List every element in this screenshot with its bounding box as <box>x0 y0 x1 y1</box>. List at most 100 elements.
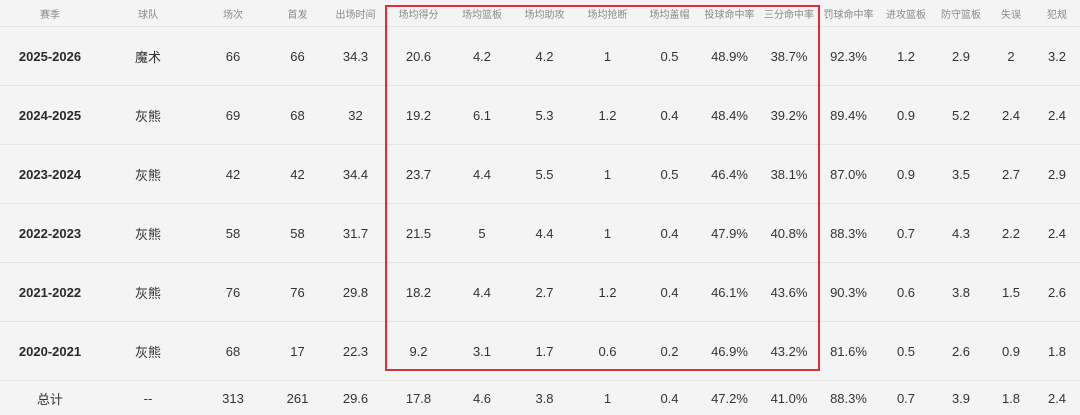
total-cell: 1.8 <box>988 381 1034 415</box>
table-cell: 灰熊 <box>100 204 196 263</box>
table-cell: 43.6% <box>759 263 819 322</box>
table-cell: 48.4% <box>700 86 759 145</box>
column-header[interactable]: 赛季 <box>0 0 100 27</box>
table-cell: 2.2 <box>988 204 1034 263</box>
column-header[interactable]: 场均助攻 <box>513 0 576 27</box>
column-header[interactable]: 首发 <box>270 0 325 27</box>
table-cell: 1 <box>576 145 639 204</box>
table-cell: 2.4 <box>1034 204 1080 263</box>
table-cell: 2024-2025 <box>0 86 100 145</box>
column-header[interactable]: 投球命中率 <box>700 0 759 27</box>
table-cell: 58 <box>270 204 325 263</box>
table-cell: 1.5 <box>988 263 1034 322</box>
total-cell: 2.4 <box>1034 381 1080 415</box>
table-cell: 0.9 <box>878 86 934 145</box>
table-cell: 87.0% <box>819 145 878 204</box>
table-cell: 21.5 <box>386 204 451 263</box>
table-cell: 0.5 <box>639 145 700 204</box>
table-cell: 0.2 <box>639 322 700 381</box>
table-cell: 88.3% <box>819 204 878 263</box>
table-cell: 46.9% <box>700 322 759 381</box>
table-cell: 2.7 <box>513 263 576 322</box>
table-cell: 4.2 <box>513 27 576 86</box>
table-cell: 3.8 <box>934 263 988 322</box>
table-cell: 灰熊 <box>100 86 196 145</box>
table-cell: 2 <box>988 27 1034 86</box>
table-cell: 17 <box>270 322 325 381</box>
table-cell: 2020-2021 <box>0 322 100 381</box>
total-cell: 313 <box>196 381 270 415</box>
column-header[interactable]: 出场时间 <box>325 0 386 27</box>
table-cell: 0.7 <box>878 204 934 263</box>
column-header[interactable]: 罚球命中率 <box>819 0 878 27</box>
table-cell: 46.1% <box>700 263 759 322</box>
table-cell: 89.4% <box>819 86 878 145</box>
column-header[interactable]: 三分命中率 <box>759 0 819 27</box>
table-cell: 9.2 <box>386 322 451 381</box>
column-header[interactable]: 防守篮板 <box>934 0 988 27</box>
total-cell: 3.8 <box>513 381 576 415</box>
table-cell: 2.4 <box>1034 86 1080 145</box>
table-cell: 42 <box>270 145 325 204</box>
table-cell: 20.6 <box>386 27 451 86</box>
table-cell: 2022-2023 <box>0 204 100 263</box>
table-cell: 2.6 <box>1034 263 1080 322</box>
table-cell: 58 <box>196 204 270 263</box>
table-cell: 1 <box>576 204 639 263</box>
table-cell: 0.4 <box>639 204 700 263</box>
table-cell: 5.2 <box>934 86 988 145</box>
table-cell: 66 <box>196 27 270 86</box>
table-cell: 48.9% <box>700 27 759 86</box>
table-cell: 2.6 <box>934 322 988 381</box>
column-header[interactable]: 场均盖帽 <box>639 0 700 27</box>
table-cell: 47.9% <box>700 204 759 263</box>
table-cell: 76 <box>270 263 325 322</box>
column-header[interactable]: 场均得分 <box>386 0 451 27</box>
column-header[interactable]: 场均抢断 <box>576 0 639 27</box>
table-cell: 3.5 <box>934 145 988 204</box>
total-cell: 261 <box>270 381 325 415</box>
table-cell: 1.2 <box>576 86 639 145</box>
table-cell: 19.2 <box>386 86 451 145</box>
total-cell: 0.7 <box>878 381 934 415</box>
column-header[interactable]: 进攻篮板 <box>878 0 934 27</box>
table-cell: 0.5 <box>878 322 934 381</box>
table-cell: 92.3% <box>819 27 878 86</box>
table-cell: 0.5 <box>639 27 700 86</box>
table-cell: 43.2% <box>759 322 819 381</box>
table-cell: 81.6% <box>819 322 878 381</box>
table-header-row: 赛季球队场次首发出场时间场均得分场均篮板场均助攻场均抢断场均盖帽投球命中率三分命… <box>0 0 1080 27</box>
table-cell: 1.8 <box>1034 322 1080 381</box>
column-header[interactable]: 球队 <box>100 0 196 27</box>
table-cell: 68 <box>196 322 270 381</box>
table-cell: 5 <box>451 204 513 263</box>
table-cell: 0.4 <box>639 86 700 145</box>
table-cell: 2023-2024 <box>0 145 100 204</box>
column-header[interactable]: 场均篮板 <box>451 0 513 27</box>
table-cell: 2.7 <box>988 145 1034 204</box>
column-header[interactable]: 犯规 <box>1034 0 1080 27</box>
table-cell: 66 <box>270 27 325 86</box>
table-cell: 6.1 <box>451 86 513 145</box>
table-cell: 2.9 <box>1034 145 1080 204</box>
table-cell: 4.4 <box>451 145 513 204</box>
total-cell: 17.8 <box>386 381 451 415</box>
table-cell: 38.7% <box>759 27 819 86</box>
table-cell: 1.7 <box>513 322 576 381</box>
total-cell: 总计 <box>0 381 100 415</box>
column-header[interactable]: 失误 <box>988 0 1034 27</box>
total-cell: -- <box>100 381 196 415</box>
column-header[interactable]: 场次 <box>196 0 270 27</box>
table-cell: 1.2 <box>878 27 934 86</box>
total-cell: 1 <box>576 381 639 415</box>
total-cell: 4.6 <box>451 381 513 415</box>
table-cell: 0.4 <box>639 263 700 322</box>
table-cell: 魔术 <box>100 27 196 86</box>
table-cell: 2.4 <box>988 86 1034 145</box>
total-cell: 3.9 <box>934 381 988 415</box>
